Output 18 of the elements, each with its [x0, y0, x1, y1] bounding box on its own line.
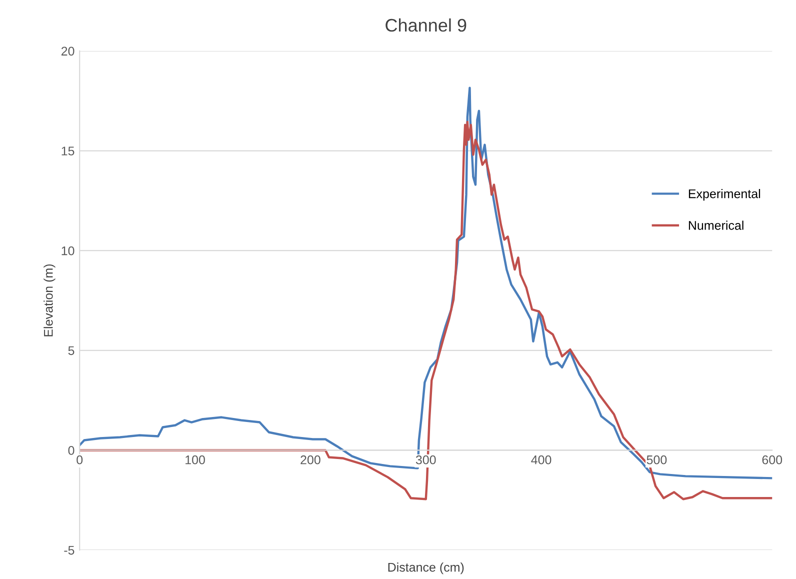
chart-title: Channel 9	[386, 18, 466, 32]
y-tick-label: 0	[68, 446, 74, 455]
y-tick-label: 5	[68, 346, 74, 356]
x-tick-label: 300	[416, 455, 436, 464]
x-tick-label: 600	[762, 455, 782, 464]
legend-label: Experimental	[688, 189, 760, 201]
x-tick-label: 400	[531, 455, 552, 464]
x-axis-title: Distance (cm)	[388, 562, 464, 574]
y-tick-label: -5	[64, 546, 74, 555]
y-tick-label: 20	[61, 46, 74, 56]
x-tick-label: 200	[300, 455, 320, 464]
x-tick-label: 500	[646, 455, 667, 464]
y-tick-label: 15	[62, 146, 74, 156]
y-tick-label: 10	[62, 246, 74, 256]
y-axis-title: Elevation (m)	[44, 264, 56, 336]
x-tick-label: 100	[186, 455, 205, 464]
legend-label: Numerical	[688, 220, 744, 230]
x-tick-label: 0	[76, 455, 83, 464]
